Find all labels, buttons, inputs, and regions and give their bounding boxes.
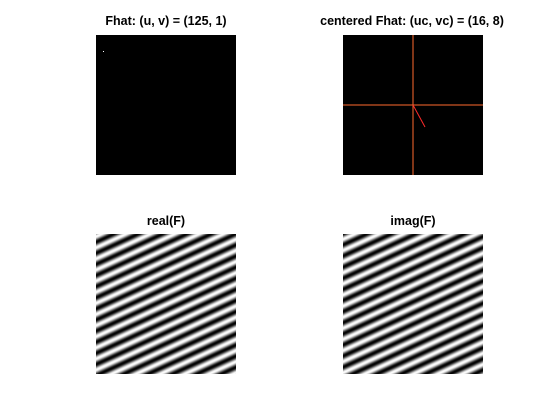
real-f-wave <box>96 234 236 374</box>
real-f-stripes <box>96 234 236 374</box>
imag-f-stripes <box>343 234 483 374</box>
fhat-peak-dot <box>103 51 104 52</box>
fhat-title: Fhat: (u, v) = (125, 1) <box>105 14 227 28</box>
imag-f-title: imag(F) <box>390 214 436 228</box>
imag-f-wave <box>343 234 483 374</box>
centered-fhat-image <box>343 35 483 175</box>
centered-fhat-spectrum <box>343 35 483 175</box>
centered-fhat-title: centered Fhat: (uc, vc) = (16, 8) <box>320 14 504 28</box>
fhat-spectrum <box>96 35 236 175</box>
frequency-vector <box>412 104 426 128</box>
real-f-title: real(F) <box>146 214 186 228</box>
fhat-background <box>96 35 236 175</box>
real-f-image <box>96 234 236 374</box>
imag-f-image <box>343 234 483 374</box>
fhat-image <box>96 35 236 175</box>
